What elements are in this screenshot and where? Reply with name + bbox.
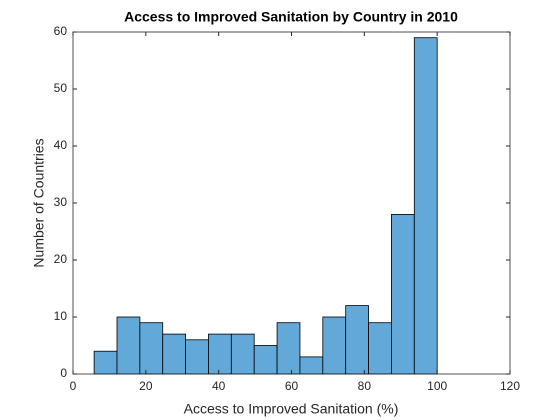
x-tick-label: 0 <box>70 379 77 393</box>
bar <box>185 339 209 375</box>
x-tick-label: 100 <box>427 379 447 393</box>
bar <box>299 356 324 375</box>
bar <box>276 322 301 375</box>
bar <box>93 350 118 375</box>
bar <box>230 333 255 375</box>
x-tick-label: 60 <box>285 379 299 393</box>
y-tick-label: 40 <box>54 138 68 152</box>
bar <box>345 305 369 375</box>
x-tick-label: 120 <box>500 379 520 393</box>
bar <box>208 333 232 375</box>
bar <box>322 316 347 375</box>
bar <box>162 333 187 375</box>
x-tick-label: 20 <box>139 379 153 393</box>
x-tick-label: 80 <box>358 379 372 393</box>
bar <box>413 37 438 375</box>
y-axis-label: Number of Countries <box>31 138 47 267</box>
y-tick-label: 10 <box>54 309 68 323</box>
bar <box>368 322 392 375</box>
y-tick-label: 60 <box>54 24 68 38</box>
bar <box>116 316 141 375</box>
x-tick-label: 40 <box>212 379 226 393</box>
bar <box>253 345 278 375</box>
y-tick-label: 30 <box>54 195 68 209</box>
y-tick-label: 20 <box>54 252 68 266</box>
bar <box>391 213 415 375</box>
y-tick-label: 0 <box>60 366 67 380</box>
x-axis-label: Access to Improved Sanitation (%) <box>184 401 399 417</box>
y-tick-label: 50 <box>54 81 68 95</box>
bar <box>139 322 164 375</box>
chart-title: Access to Improved Sanitation by Country… <box>124 9 458 25</box>
